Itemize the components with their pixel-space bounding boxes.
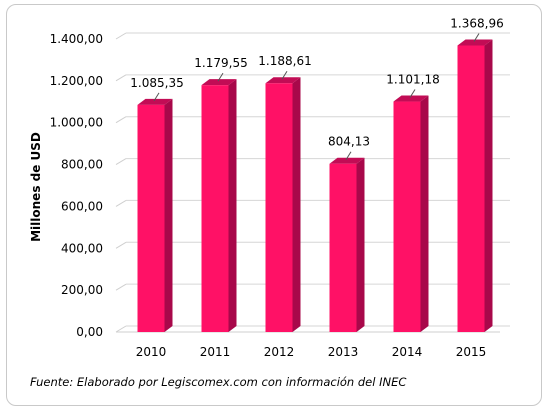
data-labels: 1.085,35 1.179,55 1.188,61 804,13 1.101,18 1.… <box>130 16 504 160</box>
source-note: Fuente: Elaborado por Legiscomex.com con… <box>30 375 406 389</box>
bar-side <box>228 79 237 332</box>
bar-front <box>329 163 357 332</box>
bar-front <box>265 83 293 332</box>
data-label: 804,13 <box>328 135 370 149</box>
gridline-diag <box>115 116 127 124</box>
x-tick-label: 2011 <box>200 345 231 359</box>
bar-top <box>393 95 429 102</box>
bar-top <box>201 79 237 86</box>
y-tick-label: 1.200,00 <box>50 74 103 88</box>
bar-front <box>457 45 485 333</box>
y-tick-label: 400,00 <box>61 241 103 255</box>
bar-top <box>137 98 173 105</box>
bar-front <box>201 85 229 332</box>
gridline-diag <box>115 283 127 291</box>
gridline-diag <box>115 74 127 82</box>
gridline-diag <box>115 325 127 333</box>
data-label-leader <box>345 151 352 160</box>
y-tick-label: 800,00 <box>61 158 103 172</box>
bar-2010 <box>137 98 173 333</box>
data-label-leader <box>473 33 480 42</box>
bar-top <box>265 77 301 84</box>
bar-side <box>484 39 493 333</box>
data-label: 1.179,55 <box>194 56 247 70</box>
bar-front <box>137 104 165 333</box>
bars <box>137 39 493 333</box>
data-label: 1.101,18 <box>386 73 439 87</box>
x-tick-label: 2014 <box>392 345 423 359</box>
gridline-diag <box>115 158 127 166</box>
bar-2012 <box>265 77 301 332</box>
y-tick-label: 0,00 <box>76 325 103 339</box>
bar-side <box>292 77 301 332</box>
x-tick-label: 2013 <box>328 345 359 359</box>
bar-2011 <box>201 79 237 332</box>
x-axis-ticks: 2010 2011 2012 2013 2014 2015 <box>136 345 487 359</box>
y-tick-label: 200,00 <box>61 283 103 297</box>
y-axis-ticks: 0,00 200,00 400,00 600,00 800,00 1.000,00 1.20… <box>50 32 103 339</box>
bar-top <box>457 39 493 46</box>
data-label: 1.085,35 <box>130 76 183 90</box>
data-label-leader <box>217 72 224 82</box>
gridline-diag <box>115 241 127 249</box>
bar-2015 <box>457 39 493 333</box>
gridlines <box>115 32 510 333</box>
gridline-diag <box>115 32 127 40</box>
data-label-leader <box>153 92 160 102</box>
y-axis-title: Millones de USD <box>29 132 43 242</box>
x-tick-label: 2010 <box>136 345 167 359</box>
y-tick-label: 600,00 <box>61 199 103 213</box>
data-label-leader <box>409 89 416 98</box>
bar-front <box>393 101 421 332</box>
bar-side <box>420 95 429 332</box>
bar-side <box>164 98 173 333</box>
bar-2013 <box>329 157 365 332</box>
data-label: 1.188,61 <box>258 54 311 68</box>
x-tick-label: 2012 <box>264 345 295 359</box>
x-tick-label: 2015 <box>456 345 487 359</box>
gridline-diag <box>115 199 127 207</box>
y-tick-label: 1.000,00 <box>50 116 103 130</box>
data-label-leader <box>281 70 288 80</box>
bar-top <box>329 157 365 164</box>
bar-side <box>356 157 365 332</box>
y-tick-label: 1.400,00 <box>50 32 103 46</box>
data-label: 1.368,96 <box>450 16 503 30</box>
bar-2014 <box>393 95 429 332</box>
